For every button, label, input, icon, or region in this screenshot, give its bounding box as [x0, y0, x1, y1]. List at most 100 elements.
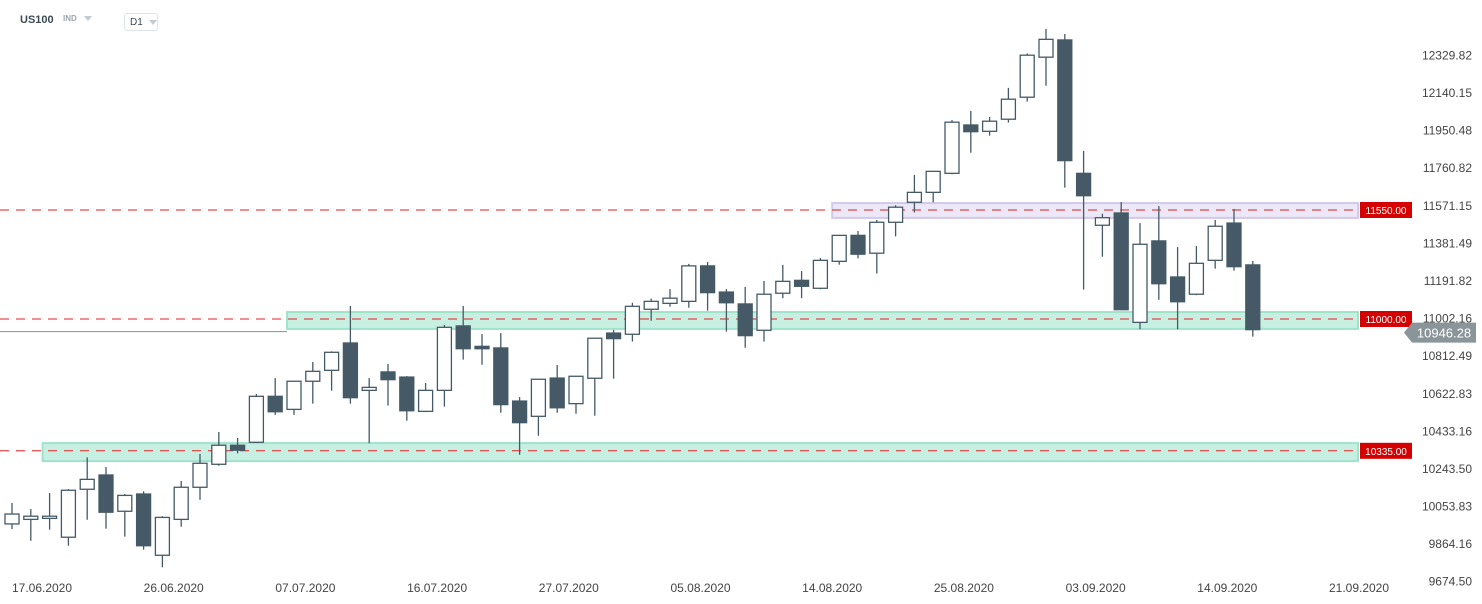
candle-body-bullish: [831, 234, 847, 262]
candle-body-bullish: [681, 265, 697, 303]
price-axis[interactable]: 12329.82 12140.15 11950.48 11760.82 11571.15…: [1422, 48, 1472, 588]
candle: [41, 493, 58, 530]
candle: [173, 480, 189, 527]
candle-body-bullish: [60, 489, 77, 538]
candle-body-bearish: [380, 371, 396, 381]
symbol-label[interactable]: US100: [20, 14, 54, 26]
candle: [869, 219, 885, 274]
zones-layer: [41, 202, 1360, 463]
candle-body-bearish: [699, 265, 716, 294]
candle-body-bearish: [1075, 172, 1092, 197]
candle: [135, 491, 152, 550]
candle-body-bullish: [79, 478, 95, 490]
price-axis-tick: 11002.16: [1423, 312, 1472, 326]
candle-body-bullish: [587, 337, 603, 379]
candle-body-bullish: [41, 515, 58, 520]
price-axis-tick: 9674.50: [1429, 575, 1473, 589]
candle: [417, 383, 434, 413]
time-axis-tick: 07.07.2020: [275, 581, 335, 595]
candle-body-bullish: [192, 462, 208, 488]
instrument-type-dropdown[interactable]: IND: [63, 14, 92, 23]
candle-body-bearish: [511, 400, 528, 424]
chevron-down-icon: [83, 16, 92, 21]
candle-body-bearish: [1057, 39, 1073, 162]
candle-body-bullish: [568, 375, 584, 405]
candle-body-bullish: [1000, 98, 1017, 120]
candle-body-bearish: [493, 347, 509, 406]
candle-body-bullish: [1188, 262, 1205, 295]
candle-body-bullish: [812, 259, 829, 289]
price-axis-tick: 11760.82: [1423, 161, 1472, 175]
candle: [493, 333, 509, 413]
candle-body-bullish: [662, 297, 678, 304]
candle: [1245, 260, 1261, 337]
candle-body-bullish: [23, 515, 39, 521]
candle-body-bullish: [1094, 217, 1111, 226]
price-axis-tick: 11571.15: [1423, 199, 1472, 213]
support-resistance-zone: [41, 442, 1360, 463]
time-axis-tick: 26.06.2020: [144, 581, 204, 595]
level-tag: [1360, 311, 1412, 327]
candle-body-bearish: [605, 332, 622, 340]
candle-body-bullish: [173, 486, 189, 521]
candle-body-bullish: [869, 221, 885, 254]
level-tag-label: 10335.00: [1365, 447, 1407, 458]
candle: [342, 305, 359, 404]
candle: [1132, 223, 1148, 330]
candle: [699, 261, 716, 311]
candle: [643, 298, 659, 321]
instrument-type-label: IND: [63, 14, 77, 23]
candle-body-bearish: [1113, 212, 1129, 311]
price-axis-tick: 12329.82: [1422, 48, 1472, 62]
candle-body-bearish: [342, 342, 359, 399]
candle-body-bullish: [211, 444, 227, 465]
candle-body-bearish: [399, 376, 415, 412]
timeframe-select[interactable]: D1: [124, 13, 158, 31]
candle-body-bullish: [530, 378, 547, 417]
candle-body-bullish: [624, 305, 641, 335]
candle: [850, 230, 866, 259]
price-axis-tick: 10243.50: [1422, 462, 1472, 476]
level-tag-label: 11550.00: [1366, 206, 1407, 217]
candle-body-bullish: [117, 494, 133, 512]
candle: [624, 302, 641, 342]
candle: [399, 376, 415, 421]
time-axis-tick: 03.09.2020: [1066, 581, 1126, 595]
time-axis-tick: 21.09.2020: [1329, 581, 1389, 595]
candle: [436, 324, 453, 407]
candle-body-bearish: [793, 279, 810, 287]
candle: [1000, 87, 1017, 123]
candle: [267, 378, 283, 415]
candle: [474, 334, 490, 365]
candle-body-bearish: [737, 303, 753, 337]
candle-body-bearish: [267, 395, 283, 413]
candle: [981, 117, 998, 136]
candle-body-bullish: [1038, 38, 1054, 58]
time-axis[interactable]: 17.06.2020 26.06.2020 07.07.2020 16.07.2020…: [12, 581, 1389, 595]
candle: [117, 494, 133, 537]
candle: [286, 380, 302, 415]
support-resistance-zone: [286, 311, 1359, 330]
chevron-down-icon: [148, 19, 157, 25]
symbol-name: US100: [20, 14, 54, 26]
candle-body-bearish: [718, 291, 735, 304]
candle-body-bullish: [887, 206, 904, 223]
candle: [211, 431, 227, 466]
price-axis-tick: 10433.16: [1422, 424, 1472, 438]
candle: [1038, 29, 1054, 86]
candle-body-bearish: [1169, 276, 1186, 303]
candle-body-bearish: [1226, 222, 1242, 268]
price-axis-tick: 11191.82: [1424, 274, 1473, 288]
current-price-label: 10946.28: [1417, 326, 1471, 341]
candle: [587, 337, 603, 416]
candle: [1094, 213, 1111, 257]
candle: [775, 264, 791, 299]
candle: [1075, 150, 1092, 290]
time-axis-tick: 14.09.2020: [1197, 581, 1257, 595]
price-tags: 11550.00 11000.00 10335.00 10946.28: [1360, 201, 1476, 459]
candle: [756, 280, 772, 342]
candle-body-bearish: [135, 493, 152, 547]
candle: [1057, 33, 1073, 188]
candle: [248, 393, 265, 444]
